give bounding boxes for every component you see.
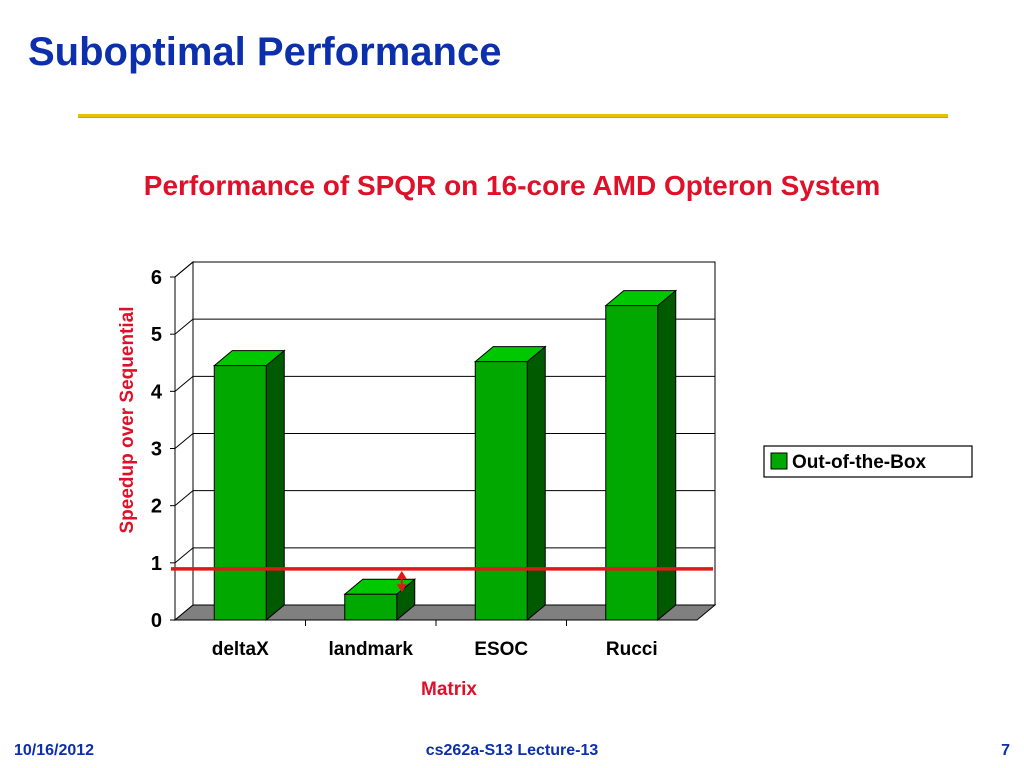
bar-front [213, 365, 267, 621]
bars [212, 289, 678, 622]
bar [212, 349, 286, 622]
gridline [174, 318, 715, 335]
footer-date: 10/16/2012 [14, 742, 95, 759]
y-tick-label: 4 [151, 381, 163, 403]
y-tick-label: 2 [151, 496, 162, 518]
legend-box [763, 445, 973, 478]
legend: Out-of-the-Box [763, 445, 973, 478]
gridline [174, 261, 715, 278]
gap-arrowhead-up [396, 570, 407, 579]
footer-page-number: 7 [1001, 742, 1010, 759]
title-divider [78, 114, 948, 118]
bar [604, 289, 678, 622]
x-tick-label: deltaX [212, 639, 269, 660]
gap-arrowhead-down [396, 584, 407, 593]
x-tick-label: landmark [329, 639, 414, 660]
y-tick-label: 5 [151, 324, 162, 346]
bar-front [605, 305, 659, 621]
x-axis-ticks: deltaX landmark ESOC Rucci [212, 620, 658, 660]
bar [343, 578, 417, 622]
slide-title: Suboptimal Performance [28, 30, 502, 74]
bar-side [265, 349, 285, 622]
y-tick-label: 0 [151, 610, 162, 632]
x-tick-label: Rucci [606, 639, 658, 660]
y-tick-label: 3 [151, 439, 162, 461]
x-axis-label: Matrix [421, 679, 477, 700]
y-axis-label: Speedup over Sequential [117, 307, 138, 534]
legend-swatch [770, 452, 788, 470]
reference-annotation [171, 567, 713, 593]
footer-course: cs262a-S13 Lecture-13 [425, 742, 599, 759]
y-tick-label: 6 [151, 267, 162, 289]
bar-front [474, 361, 528, 621]
chart-title: Performance of SPQR on 16-core AMD Opter… [143, 170, 881, 201]
y-axis-ticks: 0 1 2 3 4 5 6 [151, 267, 176, 632]
bar-front [344, 593, 398, 621]
bar [473, 345, 547, 622]
bar-side [657, 289, 677, 622]
y-tick-label: 1 [151, 553, 162, 575]
x-tick-label: ESOC [474, 639, 528, 660]
legend-label: Out-of-the-Box [792, 452, 926, 473]
bar-side [526, 345, 546, 622]
